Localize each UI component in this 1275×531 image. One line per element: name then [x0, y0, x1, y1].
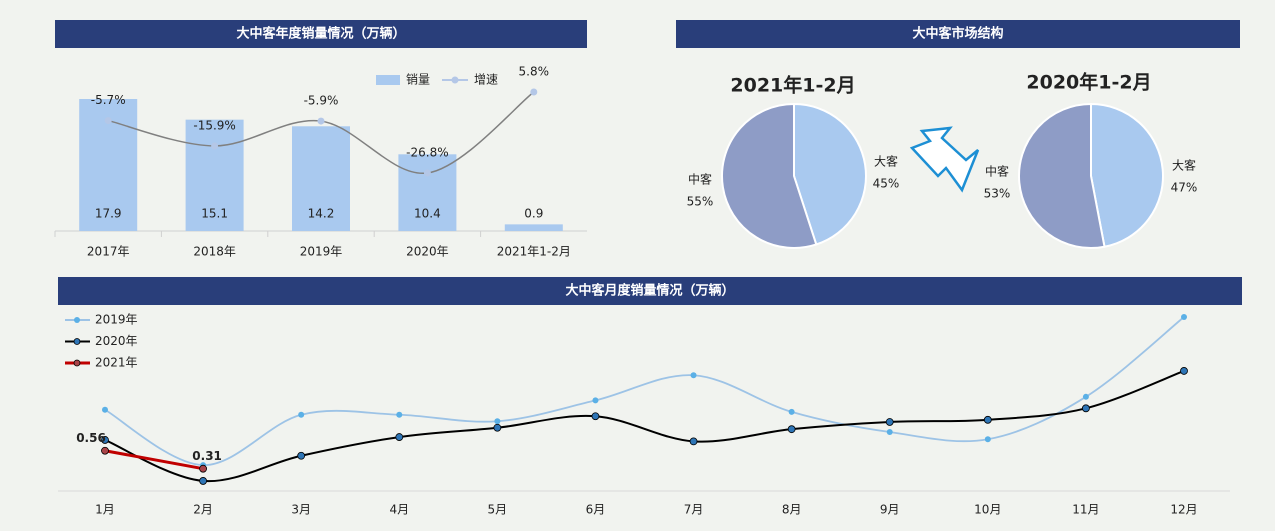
legend-label: 2021年 [95, 356, 138, 370]
header-bar [55, 20, 587, 48]
legend-swatch [376, 75, 400, 85]
series-marker [690, 372, 697, 379]
growth-label: -15.9% [193, 118, 235, 132]
growth-marker [211, 142, 219, 150]
bar-label: 0.9 [524, 207, 543, 221]
header-bar [58, 277, 1242, 305]
series-marker [984, 436, 991, 443]
legend-marker [73, 338, 81, 345]
x-tick-label: 3月 [291, 503, 311, 517]
series-marker [689, 437, 698, 446]
series-marker [298, 411, 305, 418]
x-tick-label: 9月 [880, 503, 900, 517]
bar-label: 10.4 [414, 207, 441, 221]
x-tick-label: 6月 [586, 503, 606, 517]
legend-label: 增速 [474, 73, 498, 87]
legend-marker [74, 317, 80, 323]
x-tick-label: 8月 [782, 503, 802, 517]
series-marker [886, 429, 893, 436]
series-marker [199, 464, 207, 473]
series-line [104, 316, 1185, 467]
series-line [104, 369, 1185, 483]
x-tick-label: 11月 [1072, 503, 1099, 517]
bar-label: 17.9 [95, 207, 122, 221]
series-marker [101, 446, 109, 455]
series-marker [983, 415, 992, 424]
growth-marker [317, 117, 325, 125]
series-marker [885, 418, 894, 426]
x-tick-label: 2018年 [193, 245, 236, 259]
x-tick-label: 1月 [95, 503, 115, 517]
x-tick-label: 2月 [193, 503, 213, 517]
x-tick-label: 7月 [684, 503, 704, 517]
series-marker [787, 425, 796, 434]
x-tick-label: 2019年 [300, 245, 343, 259]
series-marker [592, 397, 599, 404]
legend-marker [73, 359, 81, 367]
pie-value: 47% [1171, 181, 1198, 195]
x-tick-label: 2017年 [87, 245, 130, 259]
growth-label: -26.8% [406, 146, 448, 160]
growth-marker [530, 88, 538, 96]
legend-label: 销量 [406, 73, 430, 87]
pie-value: 45% [873, 177, 900, 191]
bar-label: 14.2 [308, 207, 335, 221]
series-marker [101, 436, 109, 444]
x-tick-label: 5月 [488, 503, 508, 517]
series-marker [591, 412, 600, 421]
series-marker [297, 451, 306, 460]
pie-subtitle: 2020年1-2月 [1026, 71, 1151, 94]
chart-title: 大中客年度销量情况（万辆） [236, 26, 405, 42]
pie-slice [721, 102, 818, 249]
x-tick-label: 10月 [974, 503, 1001, 517]
series-marker [1082, 404, 1090, 413]
series-marker [395, 433, 404, 441]
x-tick-label: 2021年1-2月 [497, 245, 571, 259]
legend-marker [451, 76, 459, 84]
pie-category: 大客 [1172, 158, 1196, 173]
bar [504, 224, 563, 231]
pie-slice [1018, 102, 1106, 249]
bar [398, 154, 457, 231]
arrow-icon [909, 126, 980, 193]
legend-label: 2019年 [95, 313, 138, 327]
pie-category: 中客 [688, 172, 712, 187]
series-marker [788, 408, 795, 415]
header-bar [676, 20, 1240, 48]
growth-label: -5.7% [91, 93, 126, 107]
pie-slice [1090, 102, 1164, 248]
pie-category: 中客 [985, 164, 1009, 179]
series-marker [199, 477, 207, 485]
x-tick-label: 4月 [389, 503, 409, 517]
bar [185, 119, 244, 231]
growth-marker [104, 117, 112, 125]
data-label: 0.31 [192, 449, 222, 463]
pie-category: 大客 [874, 154, 898, 169]
pie-value: 53% [984, 187, 1011, 201]
chart-title: 大中客市场结构 [912, 26, 1003, 42]
series-marker [1082, 393, 1089, 400]
pie-subtitle: 2021年1-2月 [730, 74, 855, 97]
series-marker [493, 423, 502, 432]
growth-label: -5.9% [304, 94, 339, 108]
growth-label: 5.8% [519, 65, 550, 79]
series-marker [494, 418, 501, 425]
data-label: 0.56 [76, 431, 106, 445]
growth-marker [423, 169, 431, 177]
chart-title: 大中客月度销量情况（万辆） [565, 283, 734, 299]
pie-value: 55% [687, 195, 714, 209]
bar-label: 15.1 [201, 207, 228, 221]
series-marker [396, 411, 403, 418]
x-tick-label: 2020年 [406, 245, 449, 259]
series-marker [102, 406, 108, 413]
bar [292, 126, 350, 231]
x-tick-label: 12月 [1170, 503, 1197, 517]
legend-label: 2020年 [95, 334, 138, 348]
pie-slice [793, 102, 867, 246]
series-line [104, 449, 204, 471]
series-marker [1181, 314, 1187, 320]
series-marker [1180, 367, 1188, 375]
